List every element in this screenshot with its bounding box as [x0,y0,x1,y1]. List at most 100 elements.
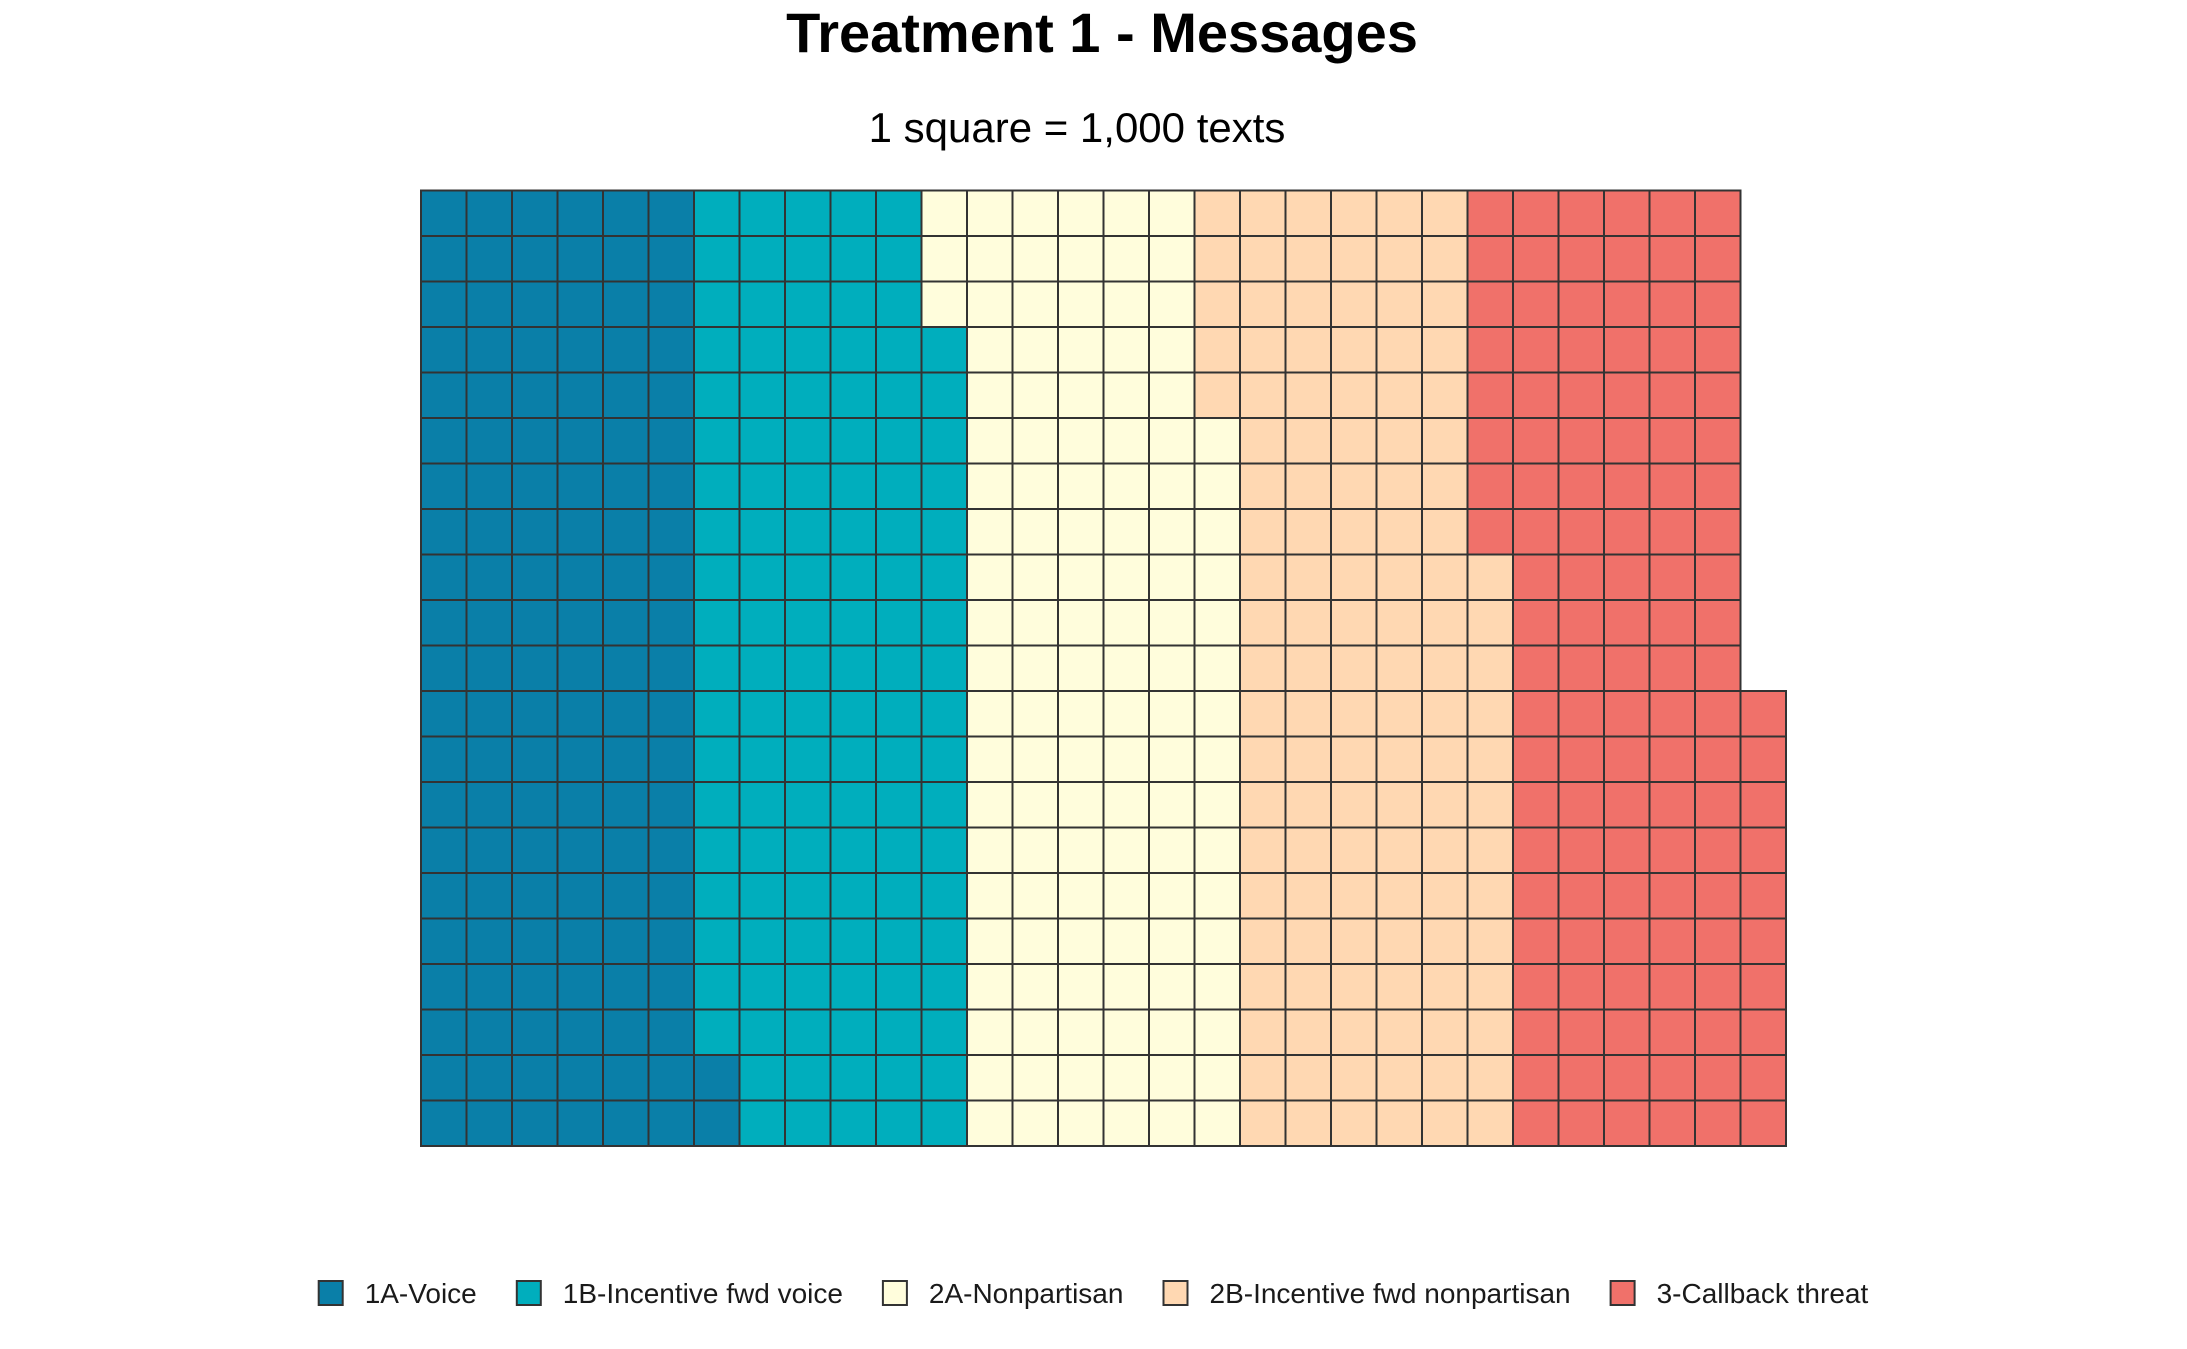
waffle-square-1b-incentive-fwd-voice [738,735,786,783]
waffle-square-3-callback-threat [1512,508,1560,556]
waffle-square-2a-nonpartisan [1057,917,1105,965]
legend-label-3-callback-threat: 3-Callback threat [1657,1278,1869,1309]
waffle-square-3-callback-threat [1557,599,1605,647]
waffle-square-2b-incentive-fwd-nonpartisan [1193,371,1241,419]
waffle-square-3-callback-threat [1648,826,1696,874]
waffle-square-3-callback-threat [1557,189,1605,237]
waffle-square-1a-voice [602,735,650,783]
waffle-square-2b-incentive-fwd-nonpartisan [1421,371,1469,419]
waffle-square-1a-voice [511,371,559,419]
waffle-square-1a-voice [420,735,468,783]
waffle-square-2a-nonpartisan [1011,872,1059,920]
waffle-square-2a-nonpartisan [1148,1099,1196,1147]
waffle-square-1a-voice [420,326,468,374]
waffle-square-1a-voice [511,690,559,738]
waffle-square-1b-incentive-fwd-voice [875,508,923,556]
waffle-square-1b-incentive-fwd-voice [829,917,877,965]
waffle-square-2b-incentive-fwd-nonpartisan [1375,826,1423,874]
waffle-square-1b-incentive-fwd-voice [875,1054,923,1102]
waffle-square-3-callback-threat [1739,826,1787,874]
waffle-square-1a-voice [647,235,695,283]
waffle-square-2b-incentive-fwd-nonpartisan [1375,371,1423,419]
waffle-square-2a-nonpartisan [1193,644,1241,692]
waffle-square-2a-nonpartisan [1057,735,1105,783]
waffle-square-2a-nonpartisan [1102,1099,1150,1147]
waffle-square-1b-incentive-fwd-voice [920,599,968,647]
waffle-square-3-callback-threat [1694,462,1742,510]
waffle-square-3-callback-threat [1557,553,1605,601]
waffle-square-1b-incentive-fwd-voice [920,1099,968,1147]
waffle-square-2b-incentive-fwd-nonpartisan [1375,189,1423,237]
waffle-square-2a-nonpartisan [1011,735,1059,783]
waffle-square-2b-incentive-fwd-nonpartisan [1421,553,1469,601]
waffle-square-3-callback-threat [1557,872,1605,920]
waffle-square-2b-incentive-fwd-nonpartisan [1330,1008,1378,1056]
waffle-square-1b-incentive-fwd-voice [738,1099,786,1147]
waffle-square-1b-incentive-fwd-voice [738,599,786,647]
waffle-square-1b-incentive-fwd-voice [693,508,741,556]
waffle-square-1a-voice [465,553,513,601]
waffle-square-2a-nonpartisan [1102,599,1150,647]
waffle-square-2a-nonpartisan [1102,417,1150,465]
waffle-square-2a-nonpartisan [1148,417,1196,465]
waffle-square-2b-incentive-fwd-nonpartisan [1193,235,1241,283]
waffle-square-1a-voice [511,235,559,283]
waffle-square-1a-voice [465,371,513,419]
waffle-square-1b-incentive-fwd-voice [693,462,741,510]
waffle-square-3-callback-threat [1694,644,1742,692]
waffle-square-3-callback-threat [1557,371,1605,419]
waffle-square-2b-incentive-fwd-nonpartisan [1421,781,1469,829]
waffle-square-2b-incentive-fwd-nonpartisan [1284,963,1332,1011]
waffle-square-1a-voice [511,280,559,328]
waffle-square-1a-voice [556,235,604,283]
waffle-square-1a-voice [602,826,650,874]
legend-item-3-callback-threat: 3-Callback threat [1609,1278,1869,1309]
waffle-square-2b-incentive-fwd-nonpartisan [1466,872,1514,920]
waffle-square-1b-incentive-fwd-voice [693,553,741,601]
waffle-square-2b-incentive-fwd-nonpartisan [1284,280,1332,328]
waffle-square-3-callback-threat [1694,599,1742,647]
waffle-square-1a-voice [465,1054,513,1102]
waffle-square-2a-nonpartisan [1148,280,1196,328]
waffle-square-1a-voice [602,1099,650,1147]
waffle-square-2a-nonpartisan [1148,1054,1196,1102]
waffle-square-2a-nonpartisan [1057,189,1105,237]
waffle-square-2a-nonpartisan [1011,553,1059,601]
waffle-square-2b-incentive-fwd-nonpartisan [1466,1008,1514,1056]
waffle-square-1a-voice [602,235,650,283]
waffle-square-1b-incentive-fwd-voice [875,553,923,601]
waffle-square-2a-nonpartisan [1102,508,1150,556]
waffle-square-3-callback-threat [1466,462,1514,510]
waffle-square-3-callback-threat [1557,280,1605,328]
waffle-square-2b-incentive-fwd-nonpartisan [1375,280,1423,328]
waffle-square-1a-voice [420,963,468,1011]
waffle-square-1a-voice [420,371,468,419]
waffle-square-2a-nonpartisan [1102,690,1150,738]
waffle-square-2b-incentive-fwd-nonpartisan [1239,644,1287,692]
waffle-square-1a-voice [556,599,604,647]
waffle-square-3-callback-threat [1466,371,1514,419]
waffle-square-1b-incentive-fwd-voice [693,326,741,374]
waffle-square-3-callback-threat [1557,462,1605,510]
waffle-square-3-callback-threat [1694,1099,1742,1147]
waffle-square-2a-nonpartisan [1193,690,1241,738]
waffle-square-1a-voice [556,826,604,874]
waffle-square-3-callback-threat [1648,371,1696,419]
waffle-square-2a-nonpartisan [966,781,1014,829]
waffle-square-1a-voice [647,417,695,465]
waffle-square-3-callback-threat [1694,371,1742,419]
waffle-square-2b-incentive-fwd-nonpartisan [1466,917,1514,965]
waffle-square-1b-incentive-fwd-voice [738,1008,786,1056]
waffle-square-2a-nonpartisan [1102,235,1150,283]
waffle-square-3-callback-threat [1694,235,1742,283]
waffle-square-1b-incentive-fwd-voice [829,781,877,829]
waffle-square-2a-nonpartisan [966,462,1014,510]
waffle-square-3-callback-threat [1512,1099,1560,1147]
waffle-square-1a-voice [556,690,604,738]
waffle-square-2b-incentive-fwd-nonpartisan [1284,371,1332,419]
waffle-square-3-callback-threat [1557,826,1605,874]
waffle-square-2b-incentive-fwd-nonpartisan [1375,326,1423,374]
legend: 1A-Voice 1B-Incentive fwd voice 2A-Nonpart… [317,1278,1869,1309]
waffle-square-1a-voice [511,326,559,374]
waffle-square-3-callback-threat [1694,417,1742,465]
